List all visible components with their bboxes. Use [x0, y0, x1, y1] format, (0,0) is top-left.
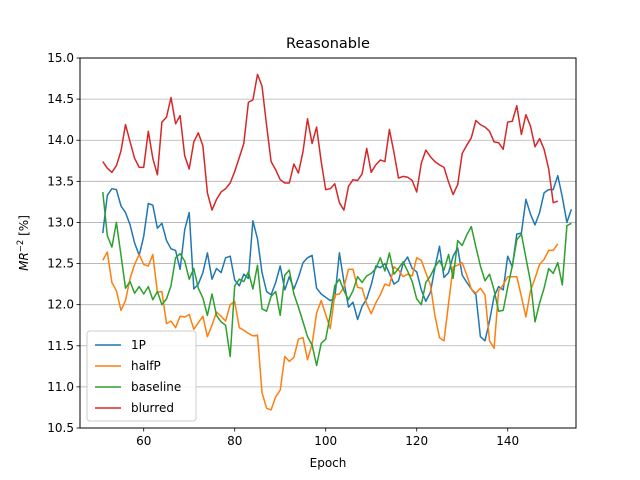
x-tick-label: 140 — [496, 434, 519, 448]
chart-title: Reasonable — [286, 36, 370, 52]
y-tick-label: 13.0 — [47, 215, 74, 229]
x-tick-label: 80 — [227, 434, 242, 448]
y-tick-label: 15.0 — [47, 51, 74, 65]
series-line-halfp — [102, 243, 559, 411]
legend-label: 1P — [131, 338, 146, 352]
y-tick-label: 12.0 — [47, 298, 74, 312]
series-line-blurred — [102, 73, 559, 211]
series-line-1p — [102, 174, 573, 342]
y-axis: 10.5 11.0 11.5 12.0 12.5 13.0 13.5 14.0 14.5 15.0 — [47, 51, 80, 435]
legend-label: halfP — [131, 359, 161, 373]
series-lines — [102, 73, 573, 411]
y-tick-label: 14.0 — [47, 133, 74, 147]
y-tick-label: 14.5 — [47, 92, 74, 106]
y-tick-label: 12.5 — [47, 257, 74, 271]
y-tick-label: 11.0 — [47, 380, 74, 394]
plot-frame — [79, 57, 577, 429]
x-tick-label: 120 — [405, 434, 428, 448]
series-line-baseline — [102, 191, 572, 367]
legend: 1P halfP baseline blurred — [86, 330, 197, 422]
legend-box — [86, 330, 197, 422]
x-tick-label: 100 — [314, 434, 337, 448]
legend-label: baseline — [131, 380, 181, 394]
y-axis-label-sup: −2 — [16, 240, 26, 253]
x-tick-label: 60 — [136, 434, 151, 448]
x-axis: 60 80 100 120 140 — [136, 428, 519, 448]
x-axis-label: Epoch — [310, 456, 347, 470]
y-axis-label-unit: [%] — [17, 215, 31, 240]
y-tick-label: 13.5 — [47, 174, 74, 188]
y-tick-label: 11.5 — [47, 339, 74, 353]
y-axis-label-main: MR — [17, 252, 31, 271]
y-tick-label: 10.5 — [47, 421, 74, 435]
y-axis-label: MR−2 [%] — [16, 215, 31, 271]
legend-label: blurred — [131, 401, 174, 415]
